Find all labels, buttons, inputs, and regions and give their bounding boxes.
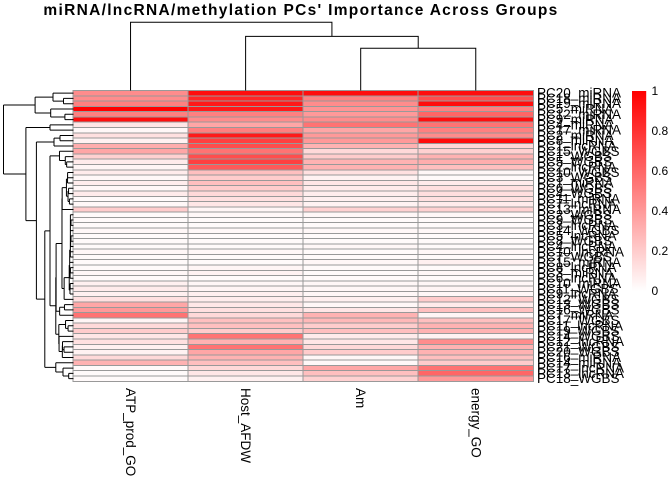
svg-text:0.4: 0.4: [652, 204, 669, 218]
svg-text:PC3_WGBS: PC3_WGBS: [537, 170, 612, 185]
svg-text:PC11_miRNA: PC11_miRNA: [537, 191, 620, 206]
svg-text:PC8_miRNA: PC8_miRNA: [537, 133, 614, 148]
svg-text:PC10_lncRNA: PC10_lncRNA: [537, 244, 624, 259]
svg-text:0: 0: [652, 284, 659, 298]
svg-text:miRNA/lncRNA/methylation PCs': miRNA/lncRNA/methylation PCs' Importance…: [43, 2, 558, 19]
svg-text:Am: Am: [353, 388, 368, 408]
svg-text:PC16_miRNA: PC16_miRNA: [537, 350, 621, 365]
svg-text:PC5_miRNA: PC5_miRNA: [537, 102, 614, 117]
svg-text:PC12_miRNA: PC12_miRNA: [537, 107, 621, 122]
svg-text:0.8: 0.8: [652, 124, 669, 138]
svg-text:PC2_WGBS: PC2_WGBS: [537, 207, 612, 222]
svg-text:PC5_WGBS: PC5_WGBS: [537, 154, 612, 169]
svg-text:PC18_WGBS: PC18_WGBS: [537, 371, 620, 386]
svg-text:PC17_miRNA: PC17_miRNA: [537, 123, 621, 138]
svg-text:PC20_WGBS: PC20_WGBS: [537, 345, 620, 360]
svg-text:PC19_WGBS: PC19_WGBS: [537, 324, 620, 339]
svg-text:PC10_WGBS: PC10_WGBS: [537, 165, 620, 180]
svg-text:PC6_lncRNA: PC6_lncRNA: [537, 271, 617, 286]
svg-text:PC14_WGBS: PC14_WGBS: [537, 223, 620, 238]
svg-text:PC10_miRNA: PC10_miRNA: [537, 276, 621, 291]
svg-text:PC21_WGBS: PC21_WGBS: [537, 339, 620, 354]
svg-text:PC13_WGBS: PC13_WGBS: [537, 297, 620, 312]
svg-text:PC11_lncRNA: PC11_lncRNA: [537, 318, 623, 333]
svg-text:PC8_WGBS: PC8_WGBS: [537, 234, 612, 249]
svg-text:1: 1: [652, 84, 659, 98]
svg-text:PC18_miRNA: PC18_miRNA: [537, 91, 621, 106]
svg-text:PC20_miRNA: PC20_miRNA: [537, 86, 621, 101]
svg-text:PC14_miRNA: PC14_miRNA: [537, 355, 621, 370]
svg-text:0.2: 0.2: [652, 244, 669, 258]
svg-text:PC15_miRNA: PC15_miRNA: [537, 255, 621, 270]
svg-text:PC1_miRNA: PC1_miRNA: [537, 176, 614, 191]
svg-text:energy_GO: energy_GO: [468, 388, 483, 458]
svg-text:PC13_lncRNA: PC13_lncRNA: [537, 366, 624, 381]
svg-text:PC8_lncRNA: PC8_lncRNA: [537, 260, 617, 275]
svg-text:PC3_lncRNA: PC3_lncRNA: [537, 218, 617, 233]
svg-text:PC16_WGBS: PC16_WGBS: [537, 302, 620, 317]
svg-text:PC4_WGBS: PC4_WGBS: [537, 186, 612, 201]
svg-text:PC5_lncRNA: PC5_lncRNA: [537, 228, 617, 243]
svg-text:PC3_miRNA: PC3_miRNA: [537, 265, 614, 280]
svg-text:PC12_lncRNA: PC12_lncRNA: [537, 334, 624, 349]
svg-text:PC4_lncRNA: PC4_lncRNA: [537, 239, 617, 254]
svg-text:PC1_WGBS: PC1_WGBS: [537, 149, 612, 164]
svg-text:PC1_lncRNA: PC1_lncRNA: [537, 139, 617, 154]
svg-text:PC2_lncRNA: PC2_lncRNA: [537, 160, 617, 175]
svg-text:PC7_WGBS: PC7_WGBS: [537, 250, 612, 265]
svg-text:PC9_lncRNA: PC9_lncRNA: [537, 287, 617, 302]
svg-text:ATP_prod_GO: ATP_prod_GO: [123, 388, 138, 476]
svg-text:PC9_miRNA: PC9_miRNA: [537, 112, 614, 127]
svg-text:PC17_WGBS: PC17_WGBS: [537, 313, 620, 328]
svg-text:PC19_miRNA: PC19_miRNA: [537, 96, 621, 111]
svg-text:PC11_WGBS: PC11_WGBS: [537, 281, 619, 296]
svg-text:PC17_lncRNA: PC17_lncRNA: [537, 361, 624, 376]
svg-text:PC2_miRNA: PC2_miRNA: [537, 128, 614, 143]
svg-text:PC7_miRNA: PC7_miRNA: [537, 308, 614, 323]
svg-text:PC9_WGBS: PC9_WGBS: [537, 213, 612, 228]
svg-text:Host_AFDW: Host_AFDW: [238, 388, 253, 463]
svg-text:PC15_WGBS: PC15_WGBS: [537, 144, 620, 159]
svg-text:PC13_miRNA: PC13_miRNA: [537, 202, 621, 217]
svg-text:PC14_WGBS: PC14_WGBS: [537, 329, 620, 344]
svg-text:PC6_WGBS: PC6_WGBS: [537, 181, 612, 196]
svg-text:PC12_WGBS: PC12_WGBS: [537, 292, 620, 307]
svg-text:PC4_miRNA: PC4_miRNA: [537, 117, 614, 132]
svg-text:0.6: 0.6: [652, 164, 669, 178]
svg-text:PC7_lncRNA: PC7_lncRNA: [537, 197, 617, 212]
